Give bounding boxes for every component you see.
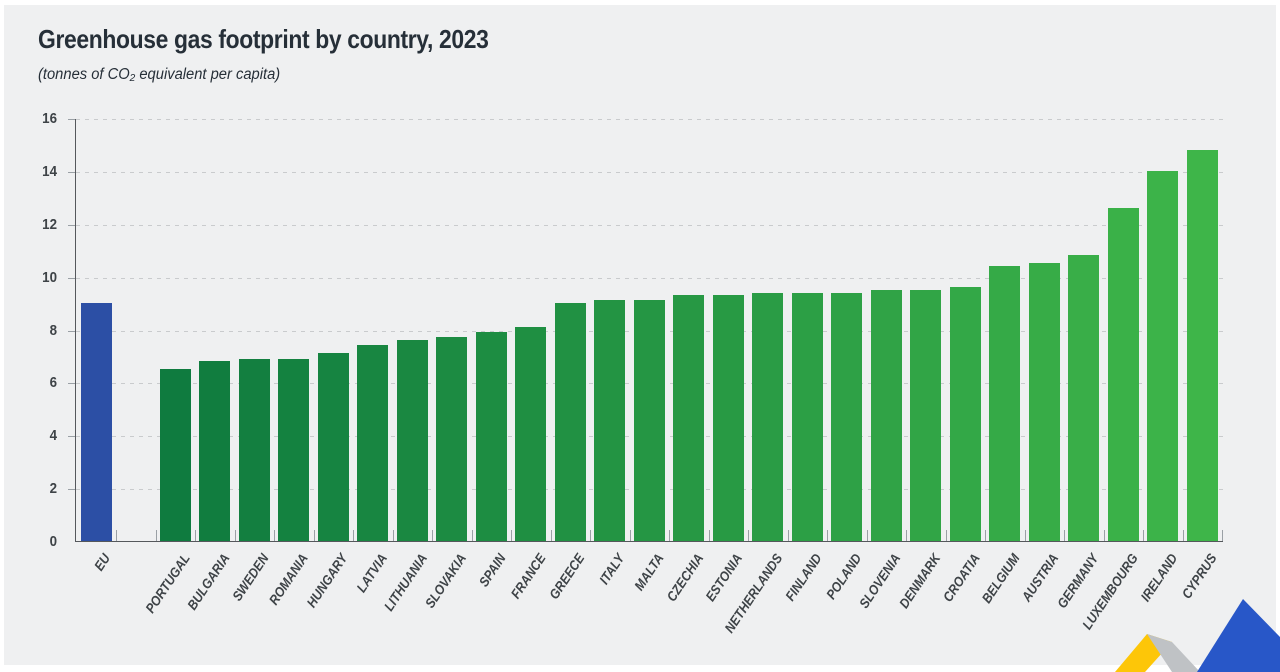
y-axis-tick-6 <box>68 383 75 385</box>
bar-denmark <box>910 289 942 541</box>
x-axis-tick <box>590 530 591 541</box>
x-axis-tick <box>787 530 789 541</box>
x-axis-tick <box>234 530 236 541</box>
bar-czechia <box>673 295 705 541</box>
x-axis-tick <box>1103 530 1105 541</box>
x-axis-tick <box>511 530 512 541</box>
x-axis-tick <box>313 530 315 541</box>
logo-gray-fold <box>1147 634 1200 672</box>
bar-lithuania <box>396 340 428 541</box>
y-axis-label-10: 10 <box>42 269 57 286</box>
y-axis-label-4: 4 <box>49 428 57 445</box>
y-axis-tick-16 <box>68 119 75 120</box>
gridline-12 <box>76 224 1223 226</box>
bar-romania <box>278 358 310 541</box>
y-axis-tick-2 <box>68 489 75 491</box>
bar-france <box>515 326 547 541</box>
y-axis-label-8: 8 <box>49 322 57 339</box>
bar-sweden <box>238 358 270 541</box>
x-axis-tick <box>1182 530 1184 541</box>
bar-italy <box>594 300 626 541</box>
y-axis-label-14: 14 <box>42 163 57 180</box>
bar-latvia <box>357 345 389 541</box>
y-axis-tick-4 <box>68 436 75 438</box>
chart-title: Greenhouse gas footprint by country, 202… <box>38 24 489 54</box>
plot-area: 0 2 4 6 8 10 12 14 16 <box>42 111 1223 550</box>
y-axis-label-12: 12 <box>42 216 57 233</box>
bar-eu <box>80 303 112 541</box>
bar-luxembourg <box>1107 207 1139 541</box>
x-axis-tick <box>116 530 117 541</box>
y-axis-label-16: 16 <box>42 111 57 127</box>
bar-slovenia <box>870 289 902 541</box>
bar-cyprus <box>1186 149 1218 541</box>
x-axis-tick <box>945 530 947 541</box>
y-axis-tick-14 <box>68 171 75 173</box>
x-axis-tick <box>906 530 907 541</box>
x-axis-tick <box>274 530 275 541</box>
x-axis-tick <box>669 530 670 541</box>
x-axis-tick <box>1024 530 1026 541</box>
y-axis-label-2: 2 <box>49 481 57 498</box>
bar-bulgaria <box>199 361 231 541</box>
gridline-14 <box>76 171 1223 173</box>
bar-finland <box>791 292 823 541</box>
x-axis-tick <box>550 530 552 541</box>
x-axis-tick <box>353 530 354 541</box>
x-axis-tick <box>827 530 828 541</box>
bar-netherlands <box>752 292 784 541</box>
bar-ireland <box>1147 170 1179 541</box>
x-axis-tick <box>432 530 433 541</box>
bar-malta <box>633 300 665 541</box>
bar-belgium <box>989 266 1021 541</box>
x-axis-line <box>75 541 1223 542</box>
x-axis-tick <box>155 530 157 541</box>
gridline-16 <box>76 119 1223 120</box>
bar-austria <box>1028 263 1060 541</box>
logo-blue-band <box>1197 599 1280 672</box>
bar-portugal <box>159 369 191 541</box>
bar-germany <box>1068 255 1100 541</box>
x-axis-tick <box>195 530 196 541</box>
x-axis-tick <box>392 530 394 541</box>
bar-croatia <box>949 287 981 541</box>
bar-greece <box>554 303 586 541</box>
y-axis-label-6: 6 <box>49 375 57 392</box>
bar-slovakia <box>436 337 468 541</box>
y-axis-tick-12 <box>68 224 75 226</box>
x-axis-tick <box>1143 530 1144 541</box>
bar-estonia <box>712 295 744 541</box>
x-axis-tick <box>985 530 986 541</box>
y-axis-tick-8 <box>68 330 75 332</box>
x-axis-tick <box>866 530 868 541</box>
x-axis-tick <box>708 530 710 541</box>
x-axis-tick <box>471 530 473 541</box>
y-axis-line <box>75 119 76 542</box>
statistics-ribbon-logo <box>1115 599 1280 672</box>
y-axis-tick-10 <box>68 277 75 279</box>
x-axis-tick <box>1222 530 1223 541</box>
gridline-10 <box>76 277 1223 279</box>
x-axis-tick <box>748 530 749 541</box>
bar-spain <box>475 332 507 541</box>
bar-poland <box>831 292 863 541</box>
y-axis-label-0: 0 <box>49 534 57 550</box>
x-axis-tick <box>629 530 631 541</box>
chart-subtitle: (tonnes of CO₂ equivalent per capita) <box>38 66 281 83</box>
x-axis-tick <box>1064 530 1065 541</box>
bar-hungary <box>317 353 349 541</box>
